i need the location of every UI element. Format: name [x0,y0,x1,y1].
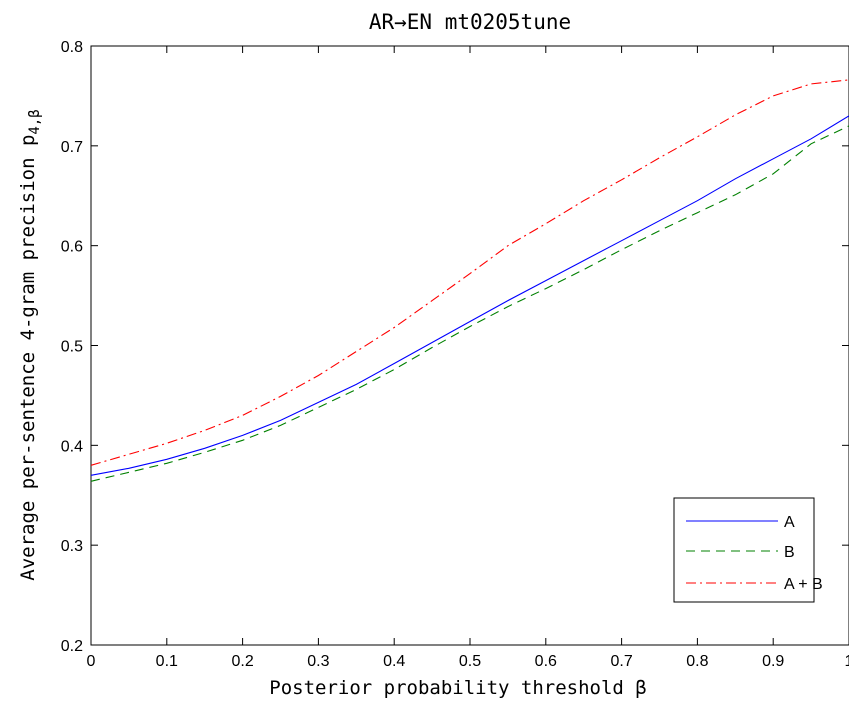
x-tick-label: 0 [87,653,96,670]
x-axis-label: Posterior probability threshold β [269,677,647,699]
legend: AB A + B [674,498,823,602]
y-tick-label: 0.3 [61,538,83,555]
y-axis-label-subscript: 4,β [27,109,43,134]
y-tick-label: 0.2 [61,638,83,655]
x-tick-label: 0.2 [231,653,253,670]
y-axis-label-main: Average per-sentence 4-gram precision p [17,135,39,581]
x-tick-label: 0.6 [535,653,557,670]
y-tick-label: 0.7 [61,139,83,156]
y-axis-label: Average per-sentence 4-gram precision p4… [17,109,43,580]
y-tick-label: 0.8 [61,39,83,56]
x-tick-label: 0.7 [610,653,632,670]
x-tick-label: 0.3 [307,653,329,670]
y-tick-label: 0.4 [61,438,83,455]
y-tick-label: 0.6 [61,239,83,256]
x-tick-label: 1 [845,653,849,670]
x-tick-label: 0.4 [383,653,405,670]
legend-label: B [784,544,795,561]
chart-title: AR→EN mt0205tune [369,10,571,34]
x-tick-label: 0.5 [459,653,481,670]
x-tick-label: 0.8 [686,653,708,670]
legend-label: A + B [784,576,823,593]
legend-label: A [784,514,795,531]
x-tick-label: 0.9 [762,653,784,670]
y-tick-label: 0.5 [61,339,83,356]
x-tick-label: 0.1 [156,653,178,670]
